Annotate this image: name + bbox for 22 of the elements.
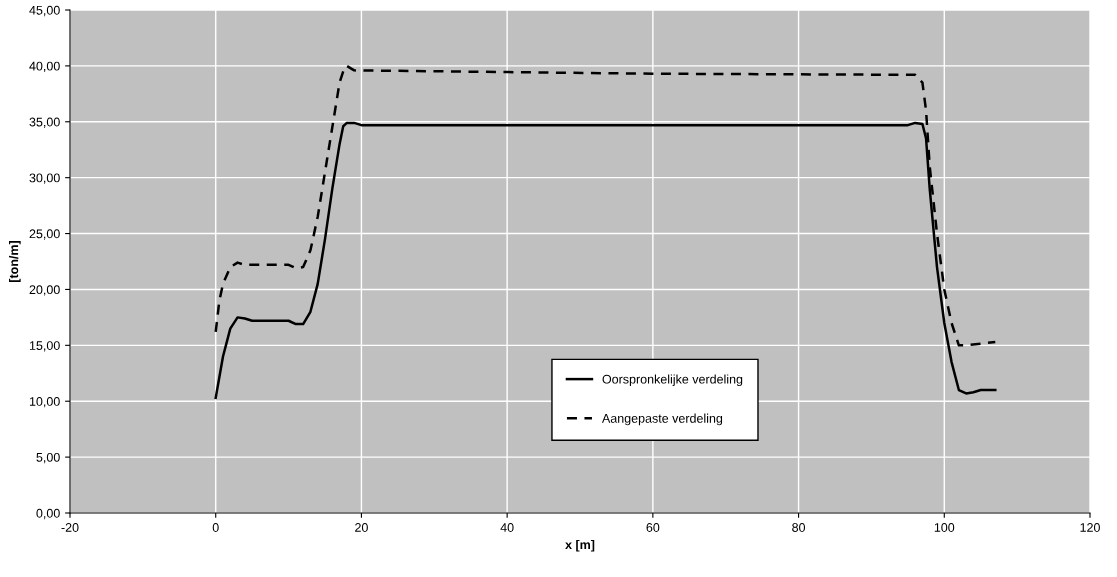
y-tick-label: 35,00 bbox=[29, 117, 60, 128]
y-tick-label: 45,00 bbox=[29, 5, 60, 17]
x-tick-label: 20 bbox=[355, 523, 368, 532]
y-axis-title: [ton/m] bbox=[9, 241, 21, 282]
y-tick-label: 0,00 bbox=[36, 508, 60, 520]
x-axis-title: x [m] bbox=[565, 539, 595, 552]
legend-label: Aangepaste verdeling bbox=[601, 413, 723, 426]
x-tick-label: 80 bbox=[792, 523, 806, 532]
y-tick-label: 20,00 bbox=[29, 285, 60, 296]
x-tick-label: 0 bbox=[212, 523, 219, 532]
x-tick-label: -20 bbox=[61, 523, 79, 532]
y-tick-label: 10,00 bbox=[29, 397, 60, 408]
legend-label: Oorspronkelijke verdeling bbox=[602, 374, 743, 387]
y-tick-label: 40,00 bbox=[29, 61, 60, 73]
x-tick-label: 120 bbox=[1080, 523, 1100, 532]
y-tick-label: 15,00 bbox=[29, 341, 60, 352]
x-tick-label: 60 bbox=[646, 523, 660, 532]
x-tick-label: 100 bbox=[934, 523, 955, 532]
y-tick-label: 30,00 bbox=[29, 173, 60, 184]
y-tick-label: 25,00 bbox=[29, 229, 60, 240]
y-tick-label: 5,00 bbox=[36, 452, 60, 464]
x-tick-label: 40 bbox=[500, 523, 514, 532]
